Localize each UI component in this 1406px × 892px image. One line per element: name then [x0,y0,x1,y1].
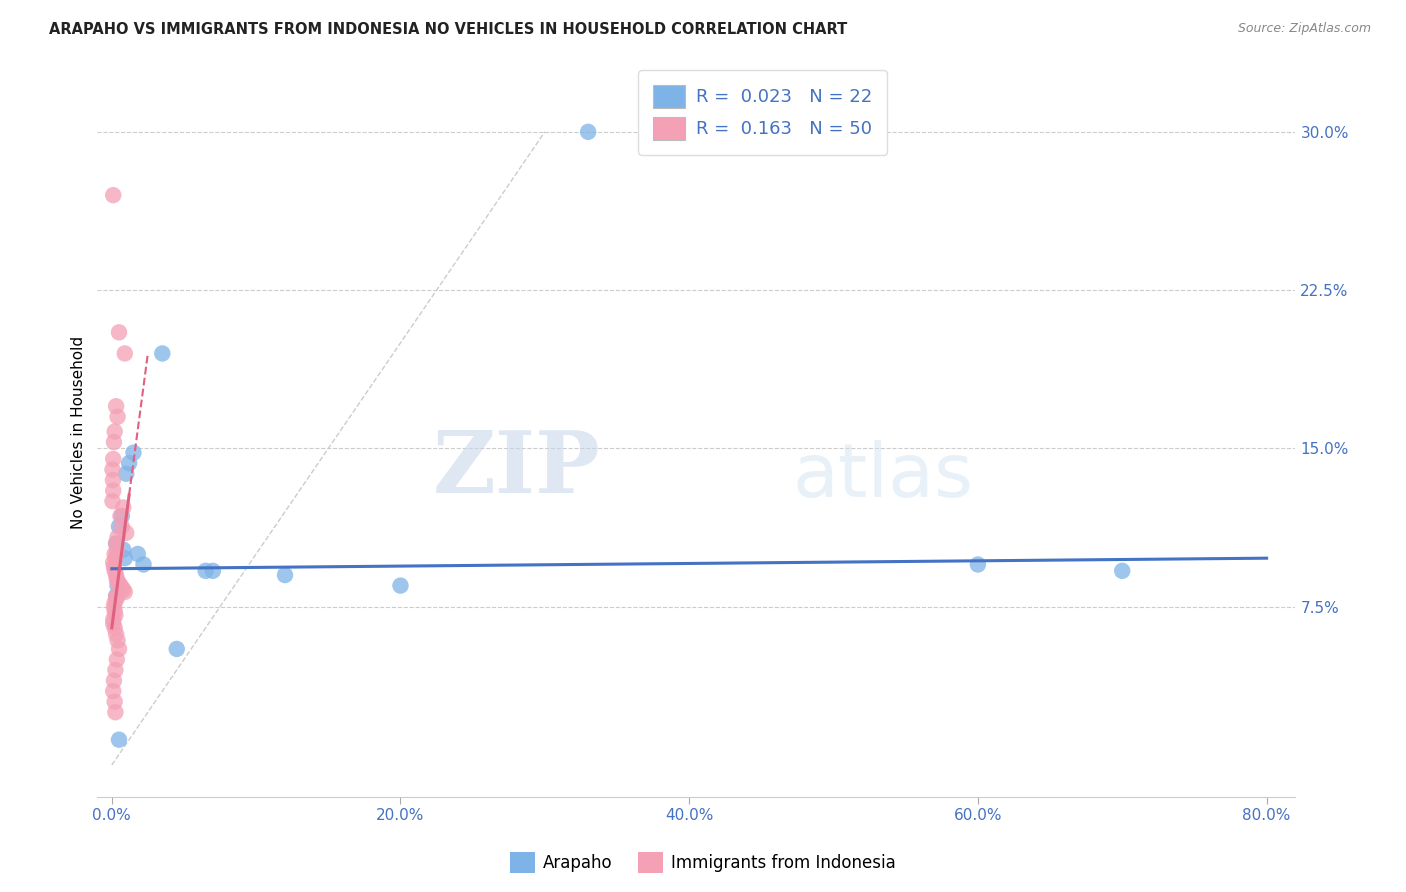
Point [105,591,128,606]
Point [103,612,125,626]
Point [389,579,412,593]
Point [114,585,136,599]
Point [1111,564,1133,578]
Point [103,435,125,450]
Text: Source: ZipAtlas.com: Source: ZipAtlas.com [1237,22,1371,36]
Point [103,555,125,569]
Point [111,508,134,523]
Point [101,462,124,476]
Point [104,705,127,719]
Point [118,456,141,470]
Point [112,500,135,515]
Point [104,564,127,578]
Point [105,568,128,582]
Point [103,684,125,698]
Point [104,595,127,609]
Point [103,188,125,202]
Point [967,558,990,572]
Point [105,589,128,603]
Point [114,551,136,566]
Point [122,445,145,459]
Point [115,525,138,540]
Point [132,558,155,572]
Legend: Arapaho, Immigrants from Indonesia: Arapaho, Immigrants from Indonesia [503,846,903,880]
Point [114,346,136,360]
Point [110,579,132,593]
Point [104,551,127,566]
Point [166,642,188,657]
Point [107,530,129,544]
Point [103,599,125,614]
Point [104,608,127,623]
Point [111,519,134,533]
Point [108,519,131,533]
Point [201,564,224,578]
Text: ARAPAHO VS IMMIGRANTS FROM INDONESIA NO VEHICLES IN HOUSEHOLD CORRELATION CHART: ARAPAHO VS IMMIGRANTS FROM INDONESIA NO … [49,22,848,37]
Point [111,581,134,595]
Point [104,425,127,439]
Point [104,604,127,618]
Point [105,572,128,586]
Text: ZIP: ZIP [433,427,600,511]
Point [105,399,128,413]
Point [103,673,125,688]
Point [108,732,131,747]
Point [105,542,128,557]
Point [112,582,135,597]
Point [107,409,129,424]
Point [105,652,128,666]
Point [274,568,297,582]
Point [101,473,124,487]
Y-axis label: No Vehicles in Household: No Vehicles in Household [72,336,86,529]
Point [150,346,173,360]
Point [104,621,127,635]
Point [105,627,128,641]
Point [103,616,125,631]
Point [576,125,599,139]
Point [104,547,127,561]
Point [107,579,129,593]
Point [108,642,131,657]
Point [103,452,125,467]
Point [101,494,124,508]
Point [107,633,129,648]
Point [127,547,149,561]
Legend: R =  0.023   N = 22, R =  0.163   N = 50: R = 0.023 N = 22, R = 0.163 N = 50 [638,70,887,154]
Point [105,536,128,550]
Point [104,695,127,709]
Point [107,574,129,589]
Point [105,589,128,603]
Point [103,483,125,498]
Point [110,508,132,523]
Point [108,326,131,340]
Point [103,559,125,574]
Point [105,536,128,550]
Point [194,564,217,578]
Point [108,576,131,591]
Point [112,542,135,557]
Text: atlas: atlas [792,440,973,513]
Point [104,663,127,677]
Point [115,467,138,481]
